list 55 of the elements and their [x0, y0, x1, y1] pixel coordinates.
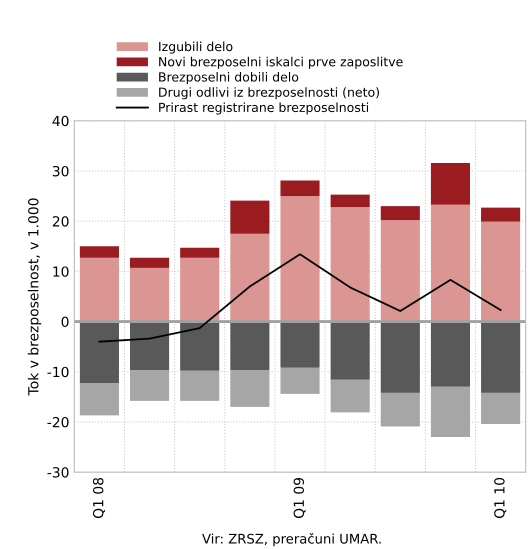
bar [230, 200, 270, 234]
y-tick-label: -20 [47, 416, 69, 428]
legend-label: Drugi odlivi iz brezposelnosti (neto) [159, 87, 379, 100]
bar [280, 196, 320, 322]
bar [380, 392, 420, 426]
bar [130, 258, 170, 268]
text: Vir: ZRSZ, preračuni UMAR. [202, 532, 381, 546]
y-axis-title: Tok v brezposelnost, v 1.000 [28, 198, 42, 396]
bar [230, 370, 270, 407]
bar [330, 194, 370, 208]
y-tick-label: -10 [47, 366, 69, 378]
bar [230, 234, 270, 322]
bar [80, 246, 119, 258]
y-tick-label: 10 [53, 266, 69, 277]
legend-label: Prirast registrirane brezposelnosti [159, 102, 368, 115]
bar [280, 368, 320, 394]
bar [280, 180, 320, 196]
y-tick-label: 20 [52, 216, 69, 227]
bar [180, 370, 220, 401]
line-series [98, 253, 502, 343]
bar [130, 322, 170, 370]
bar [481, 322, 520, 393]
bar [80, 383, 119, 416]
x-tick-label: Q1 10 [494, 478, 506, 518]
bar [430, 386, 470, 438]
bar [330, 380, 370, 412]
bar [80, 322, 119, 384]
bar [180, 258, 220, 322]
bar [481, 208, 520, 222]
bar [380, 322, 420, 393]
legend-label: Izgubili delo [159, 42, 232, 54]
bar [430, 322, 470, 387]
bar [330, 207, 370, 322]
x-tick-label: Q1 09 [294, 478, 306, 518]
bar [230, 322, 270, 370]
y-tick-label: -30 [47, 467, 69, 478]
bar [430, 162, 470, 205]
bar [180, 322, 220, 371]
y-tick-label: 40 [52, 116, 69, 126]
bar [380, 206, 420, 220]
y-tick-label: 30 [52, 166, 69, 176]
y-tick-label: 0 [62, 316, 69, 328]
bar [80, 258, 119, 322]
bar [481, 222, 520, 322]
legend-label: Novi brezposelni iskalci prve zaposlitve [159, 56, 403, 69]
legend-label: Brezposelni dobili delo [159, 72, 298, 84]
bar [130, 268, 170, 322]
bar [380, 220, 420, 322]
x-tick-label: Q1 08 [92, 478, 106, 518]
bar [130, 370, 170, 401]
bar [330, 322, 370, 380]
bar [180, 248, 220, 258]
bar [280, 322, 320, 368]
bar [481, 392, 520, 424]
bar [430, 204, 470, 322]
